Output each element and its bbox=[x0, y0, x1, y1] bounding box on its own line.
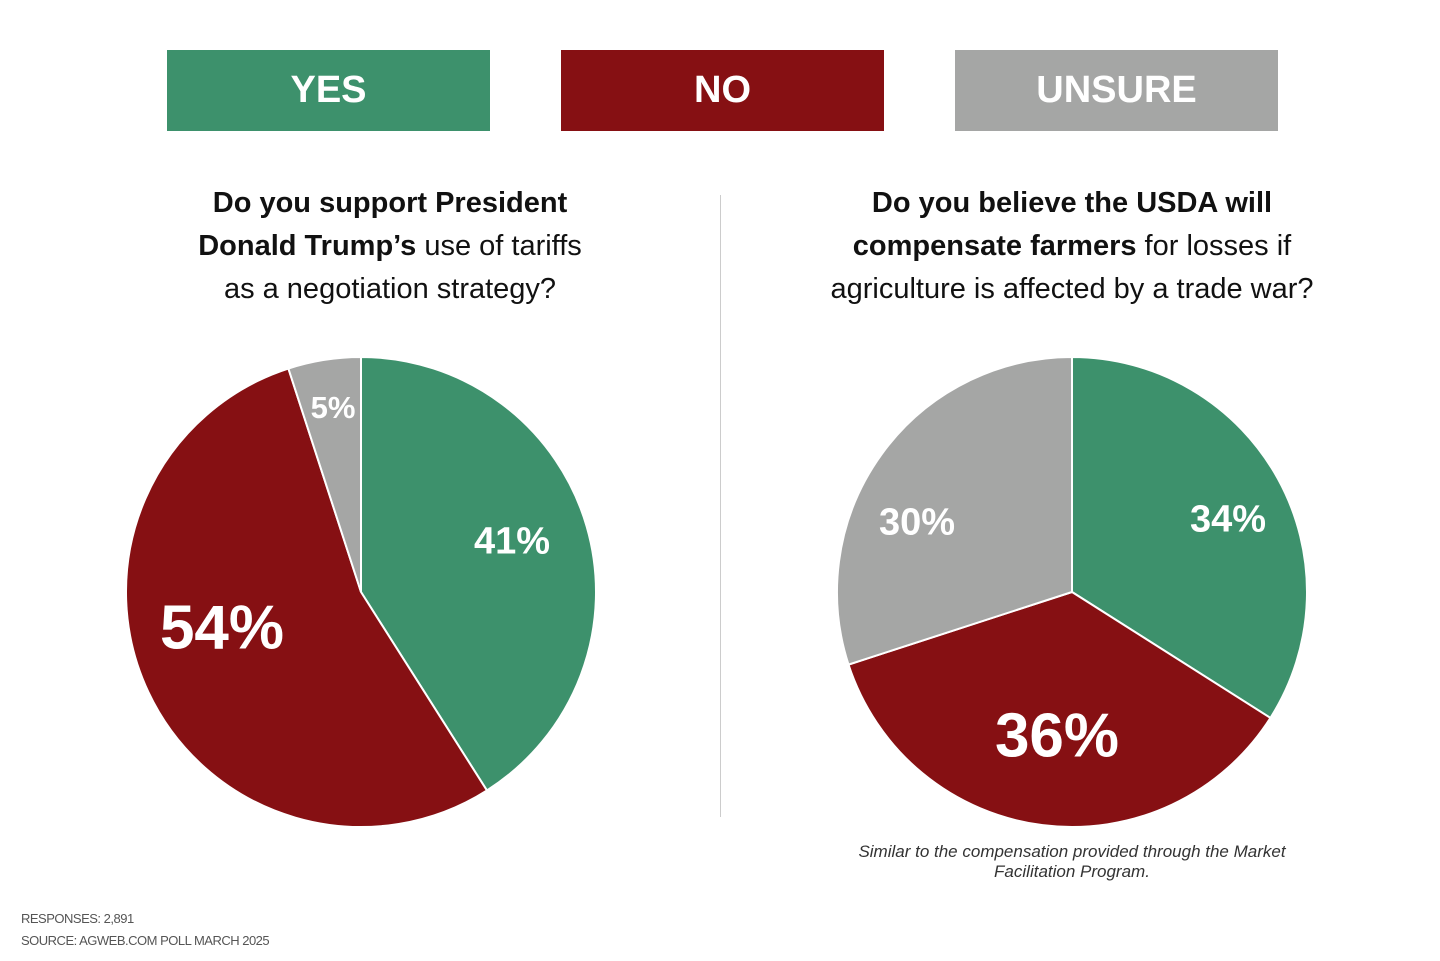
pie1-label-no: 54% bbox=[159, 593, 285, 663]
legend-unsure: UNSURE bbox=[955, 50, 1278, 131]
pie1-slice-yes bbox=[360, 355, 597, 792]
pie2-label-no: 36% bbox=[994, 701, 1120, 771]
question-1-bold: Do you support President Donald Trump’s bbox=[198, 187, 568, 262]
responses: RESPONSES: 2,891 bbox=[21, 911, 134, 926]
pie1-label-yes: 41% bbox=[473, 520, 551, 563]
question-2-bold: Do you believe the USDA will compensate … bbox=[852, 187, 1273, 262]
source: SOURCE: AGWEB.COM POLL MARCH 2025 bbox=[21, 933, 270, 948]
question-2: Do you believe the USDA will compensate … bbox=[792, 182, 1352, 311]
question-1: Do you support President Donald Trump’s … bbox=[110, 182, 670, 311]
question-2-rest: for losses if agriculture is affected by… bbox=[830, 230, 1314, 305]
footnote: Similar to the compensation provided thr… bbox=[858, 842, 1286, 881]
pie2-label-unsure: 30% bbox=[878, 501, 956, 544]
pie1-slice-no bbox=[125, 367, 489, 828]
pie2-label-yes: 34% bbox=[1189, 498, 1267, 541]
pie1-slice-unsure bbox=[287, 355, 362, 593]
pie2-slice-unsure bbox=[836, 355, 1073, 666]
pie2-slice-no bbox=[847, 590, 1272, 828]
pie1-label-unsure: 5% bbox=[310, 390, 356, 425]
pie2-slice-yes bbox=[1071, 355, 1308, 720]
legend-yes: YES bbox=[167, 50, 490, 131]
question-1-rest: use of tariffs as a negotiation strategy… bbox=[223, 230, 582, 305]
legend-no: NO bbox=[561, 50, 884, 131]
divider bbox=[720, 195, 721, 817]
